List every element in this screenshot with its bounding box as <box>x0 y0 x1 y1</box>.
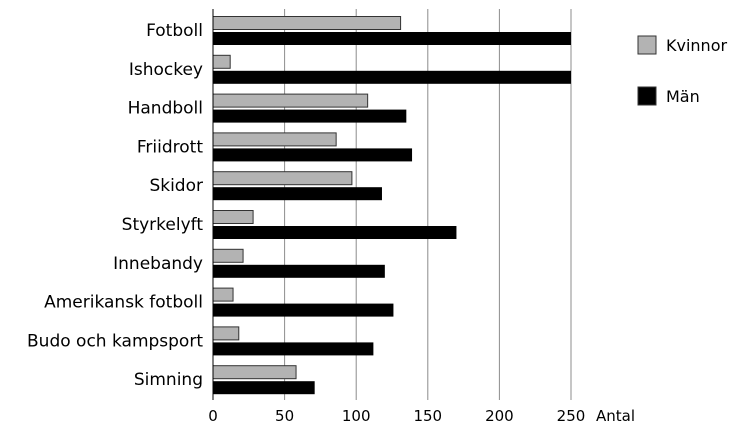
category-labels: Fotboll Ishockey Handboll Friidrott Skidor St… <box>27 21 203 390</box>
category-label-handboll: Handboll <box>128 99 203 119</box>
category-label-friidrott: Friidrott <box>137 137 203 157</box>
category-label-amerikansk-fotboll: Amerikansk fotboll <box>44 293 203 313</box>
bar-man-styrkelyft <box>213 226 457 239</box>
x-axis-label: Antal <box>596 407 635 425</box>
bar-kvinnor-amerikansk-fotboll <box>212 287 234 302</box>
category-label-styrkelyft: Styrkelyft <box>122 215 204 235</box>
bar-man-ishockey <box>213 70 571 84</box>
legend-label-män: Män <box>666 87 700 106</box>
grid-lines <box>284 9 572 400</box>
bar-man-skidor <box>213 187 382 201</box>
bar-kvinnor-friidrott <box>212 132 337 147</box>
bar-kvinnor-fotboll <box>212 16 402 30</box>
category-label-simning: Simning <box>134 370 203 390</box>
bar-kvinnor-simning <box>212 365 297 380</box>
category-label-ishockey: Ishockey <box>129 60 203 80</box>
bar-kvinnor-handboll <box>212 93 369 108</box>
legend-swatch-kvinnor <box>637 35 657 55</box>
x-tick-label-100: 100 <box>342 407 371 425</box>
bar-kvinnor-budo-och-kampsport <box>212 326 240 341</box>
bar-man-friidrott <box>213 148 413 162</box>
category-label-budo-och-kampsport: Budo och kampsport <box>27 331 203 351</box>
bar-kvinnor-styrkelyft <box>212 210 254 224</box>
x-tick-labels: 0 50 100 150 200 250 <box>208 407 585 425</box>
bar-man-innebandy <box>213 264 385 278</box>
category-label-skidor: Skidor <box>149 176 203 196</box>
x-tick-label-250: 250 <box>557 407 586 425</box>
bar-man-amerikansk-fotboll <box>213 303 394 317</box>
x-tick-label-0: 0 <box>208 407 218 425</box>
bar-man-budo-och-kampsport <box>213 342 374 356</box>
x-tick-label-50: 50 <box>275 407 294 425</box>
bar-man-simning <box>213 381 315 395</box>
x-tick-label-150: 150 <box>413 407 442 425</box>
bars <box>212 16 571 395</box>
bar-kvinnor-ishockey <box>212 54 231 69</box>
category-label-fotboll: Fotboll <box>146 21 203 41</box>
bar-man-handboll <box>213 109 407 123</box>
legend: Kvinnor Män <box>637 35 727 106</box>
bar-man-fotboll <box>213 32 571 45</box>
bar-kvinnor-skidor <box>212 171 353 186</box>
legend-swatch-män <box>637 86 657 106</box>
bar-kvinnor-innebandy <box>212 248 244 263</box>
category-label-innebandy: Innebandy <box>113 254 203 274</box>
x-tick-label-200: 200 <box>485 407 514 425</box>
legend-label-kvinnor: Kvinnor <box>666 36 727 55</box>
